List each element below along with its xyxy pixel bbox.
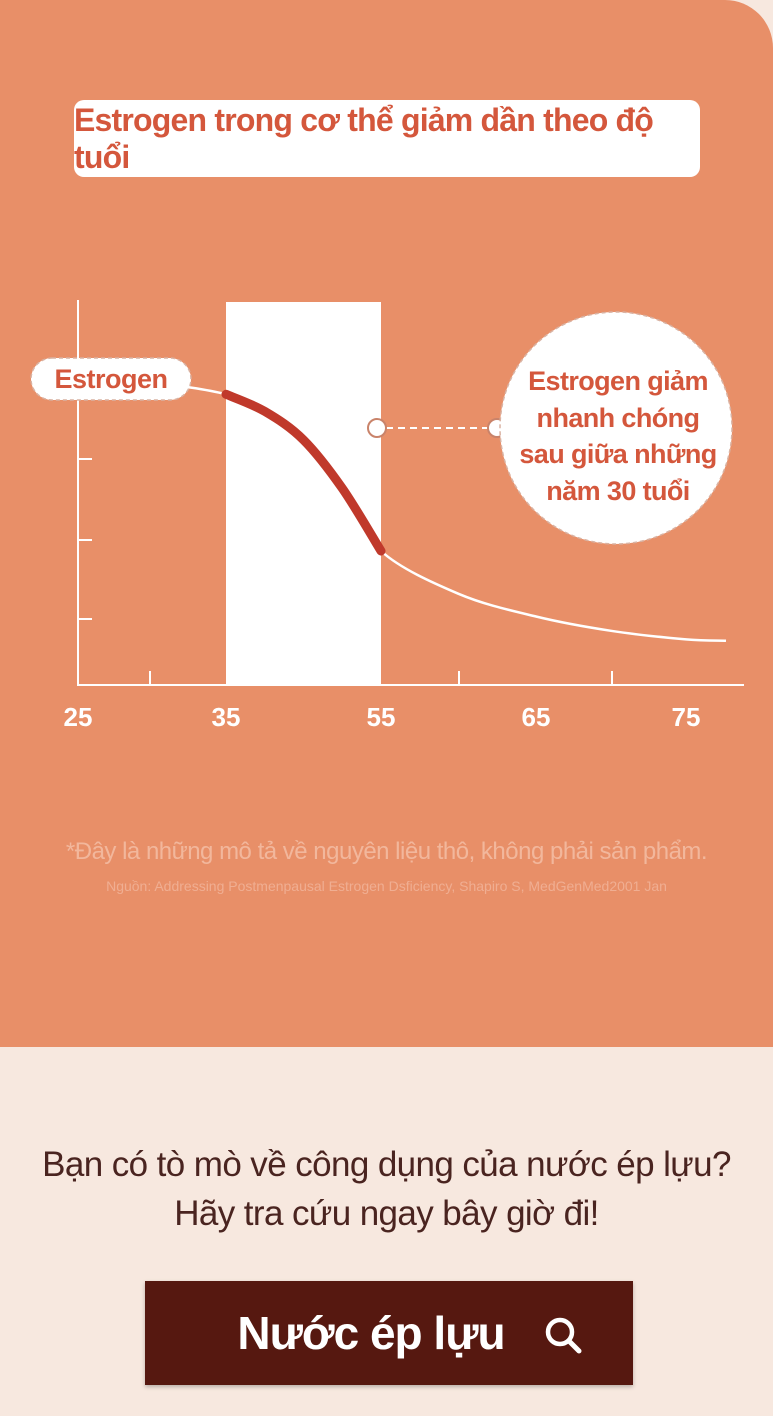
x-tick-label: 55 bbox=[367, 702, 396, 732]
highlight-band bbox=[226, 302, 381, 685]
annotation-line: năm 30 tuổi bbox=[546, 476, 689, 506]
estrogen-line-highlight bbox=[221, 389, 386, 556]
annotation-line: sau giữa những bbox=[519, 439, 716, 469]
series-label: Estrogen bbox=[54, 364, 167, 394]
annotation-marker-left bbox=[367, 418, 387, 438]
question-text: Bạn có tò mò về công dụng của nước ép lự… bbox=[0, 1140, 773, 1238]
chart-title-box: Estrogen trong cơ thể giảm dần theo độ t… bbox=[74, 100, 700, 177]
x-tick-label: 65 bbox=[522, 702, 551, 732]
annotation-bubble bbox=[499, 311, 733, 545]
chart-title: Estrogen trong cơ thể giảm dần theo độ t… bbox=[74, 101, 654, 175]
series-label-pill bbox=[30, 357, 192, 401]
search-button[interactable]: Nước ép lựu bbox=[145, 1281, 633, 1385]
search-button-label: Nước ép lựu bbox=[237, 1307, 505, 1359]
disclaimer-note: *Đây là những mô tả về nguyên liệu thô, … bbox=[65, 838, 708, 865]
annotation-line: Estrogen giảm bbox=[528, 366, 708, 396]
question-line-2: Hãy tra cứu ngay bây giờ đi! bbox=[174, 1194, 599, 1233]
chart-panel: Estrogen trong cơ thể giảm dần theo độ t… bbox=[0, 0, 773, 1047]
x-tick-label: 25 bbox=[64, 702, 93, 732]
x-tick-label: 35 bbox=[212, 702, 241, 732]
x-tick-label: 75 bbox=[672, 702, 701, 732]
annotation-line: nhanh chóng bbox=[537, 403, 700, 433]
source-citation: Nguồn: Addressing Postmenpausal Estrogen… bbox=[106, 878, 667, 894]
search-icon bbox=[545, 1317, 582, 1354]
question-line-1: Bạn có tò mò về công dụng của nước ép lự… bbox=[42, 1145, 731, 1184]
estrogen-chart: 25 35 55 65 75 Estrogen Estrogen giảm nhanh chó… bbox=[30, 300, 744, 732]
